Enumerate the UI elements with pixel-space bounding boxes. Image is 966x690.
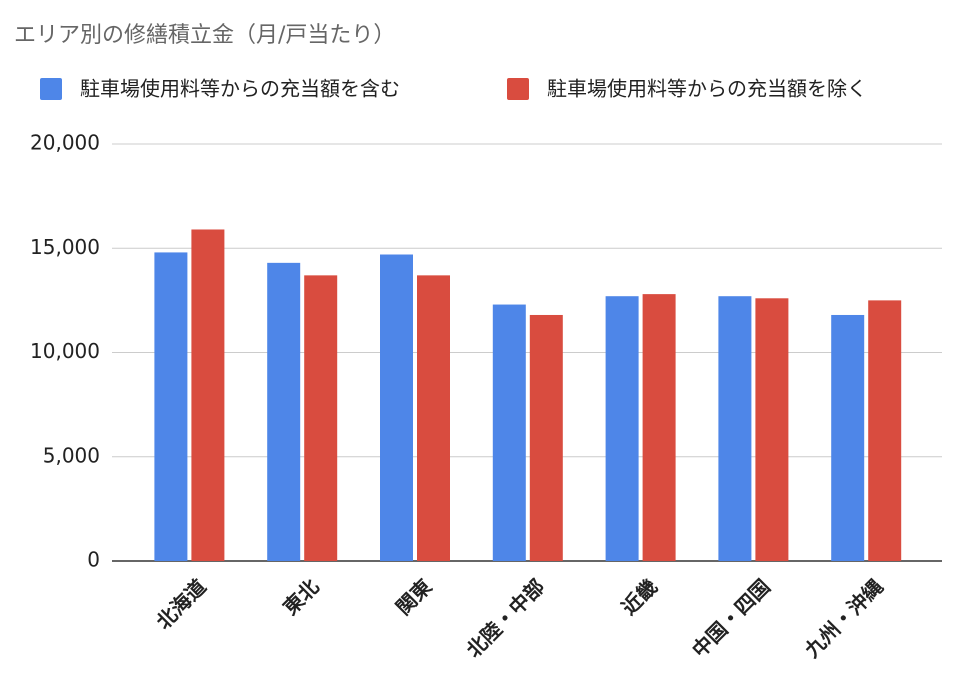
x-tick-label: 近畿	[617, 574, 662, 619]
bar	[304, 275, 338, 561]
x-tick-label: 中国・四国	[687, 574, 775, 662]
legend-swatch	[40, 78, 62, 100]
bar	[417, 275, 450, 561]
bar	[642, 294, 676, 561]
y-tick-label: 20,000	[30, 131, 100, 155]
chart-title: エリア別の修繕積立金（月/戸当たり）	[14, 23, 395, 48]
bar	[831, 314, 865, 561]
bar	[267, 262, 301, 561]
x-tick-label: 関東	[391, 574, 436, 619]
y-tick-label: 5,000	[43, 443, 100, 467]
bar	[605, 296, 639, 561]
x-tick-label: 九州・沖縄	[799, 574, 887, 662]
legend-label: 駐車場使用料等からの充当額を除く	[547, 77, 867, 101]
y-tick-label: 15,000	[30, 235, 100, 259]
bar	[154, 252, 188, 562]
bar	[718, 296, 752, 561]
bar	[529, 314, 563, 561]
bar	[191, 229, 225, 562]
bar	[868, 300, 902, 561]
legend-label: 駐車場使用料等からの充当額を含む	[80, 77, 400, 101]
x-tick-label: 北海道	[151, 574, 210, 633]
bar	[755, 298, 789, 561]
legend-swatch	[507, 78, 529, 100]
x-tick-label: 北陸・中部	[462, 574, 550, 662]
y-tick-label: 0	[87, 548, 100, 572]
y-tick-label: 10,000	[30, 339, 100, 363]
bar	[492, 304, 526, 561]
x-tick-label: 東北	[278, 574, 323, 619]
bar	[380, 254, 413, 561]
